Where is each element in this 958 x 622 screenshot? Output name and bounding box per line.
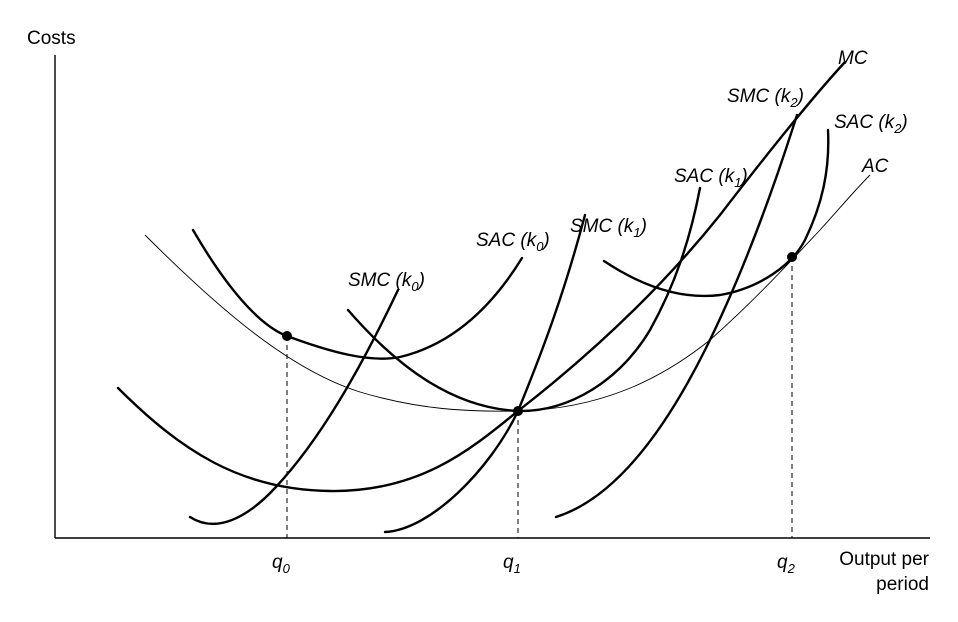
smc-k2-curve: [554, 113, 799, 519]
tick-q1: q1: [503, 552, 521, 576]
ac-curve: [144, 174, 871, 412]
ac-label: AC: [861, 156, 889, 177]
tangency-point-q0: [282, 331, 292, 341]
mc-curve: [116, 60, 847, 493]
tick-q2: q2: [777, 552, 796, 576]
y-axis-label: Costs: [27, 28, 76, 49]
smc-k2-label: SMC (k2): [727, 86, 804, 110]
sac-k0-curve: [191, 228, 524, 360]
sac-k1-curve: [346, 186, 702, 413]
smc-k1-label: SMC (k1): [570, 216, 647, 240]
sac-k2-label: SAC (k2): [834, 112, 908, 136]
tick-q0: q0: [272, 552, 291, 576]
mc-label: MC: [838, 48, 868, 69]
tangency-point-q2: [787, 252, 797, 262]
x-axis-label-line2: period: [876, 574, 929, 595]
x-axis-label-line1: Output per: [839, 549, 929, 570]
sac-k2-curve: [602, 128, 830, 298]
sac-k1-label: SAC (k1): [674, 166, 748, 190]
sac-k0-label: SAC (k0): [476, 230, 550, 254]
smc-k0-label: SMC (k0): [348, 270, 425, 294]
smc-k0-curve: [188, 288, 400, 526]
tangency-point-q1: [513, 406, 523, 416]
